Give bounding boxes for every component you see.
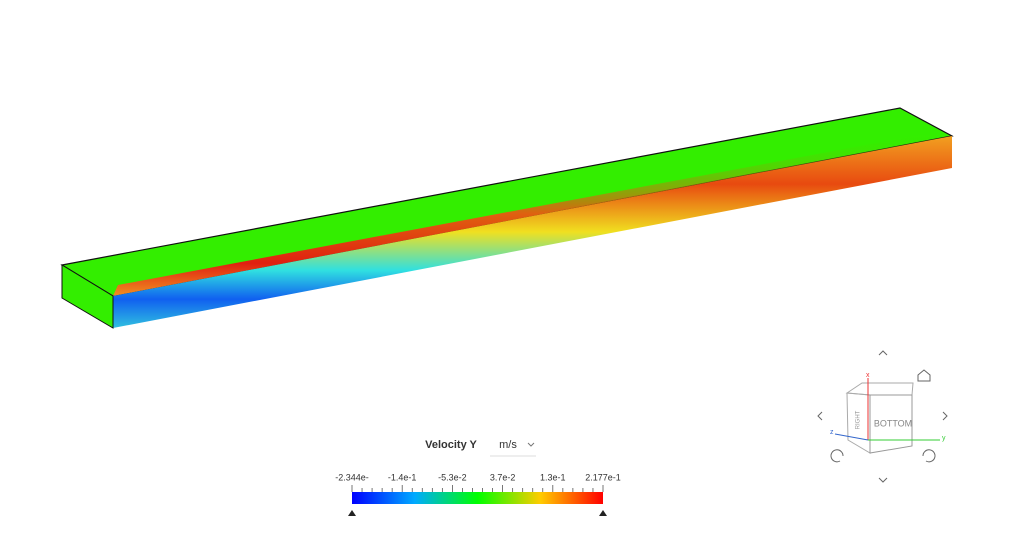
roll-right[interactable] [922,449,936,463]
rotate-down[interactable] [878,477,888,483]
legend-label: -5.3e-2 [438,472,467,482]
legend-title: Velocity Y [425,439,477,451]
home-button[interactable] [917,369,931,382]
unit-select[interactable]: m/s [499,439,517,451]
rotate-up[interactable] [878,350,888,356]
min-handle[interactable] [348,510,356,516]
top-face [60,107,954,297]
legend-ticks: -2.344e- -1.4e-1 -5.3e-2 3.7e-2 1.3e-1 2.177e… [335,472,621,492]
front-face [113,136,952,328]
rotate-right[interactable] [942,411,948,421]
axis-label: x [866,372,870,379]
color-bar [352,492,603,504]
legend-label: -2.344e- [335,472,369,482]
legend-label: 3.7e-2 [490,472,516,482]
legend-label: 2.177e-1 [585,472,621,482]
legend-label: 1.3e-1 [540,472,566,482]
face-label: BOTTOM [874,418,912,428]
cube-top [845,382,914,396]
axis-label: z [830,429,834,436]
model[interactable] [60,107,954,329]
axis-label: y [942,435,946,442]
legend: Velocity Y m/s -2.344e- -1.4e-1 -5.3e-2 3.7… [335,439,621,516]
rotate-left[interactable] [817,411,823,421]
end-face [61,264,114,329]
z-axis [834,433,869,441]
unit-chevron[interactable] [527,442,535,447]
legend-label: -1.4e-1 [388,472,417,482]
roll-left[interactable] [830,449,844,463]
cube-face [869,394,913,454]
view-cube[interactable]: BOTTOM RIGHT x y z [817,350,948,483]
side-label: RIGHT [856,410,862,429]
velocity-band [113,132,952,296]
max-handle[interactable] [599,510,607,516]
